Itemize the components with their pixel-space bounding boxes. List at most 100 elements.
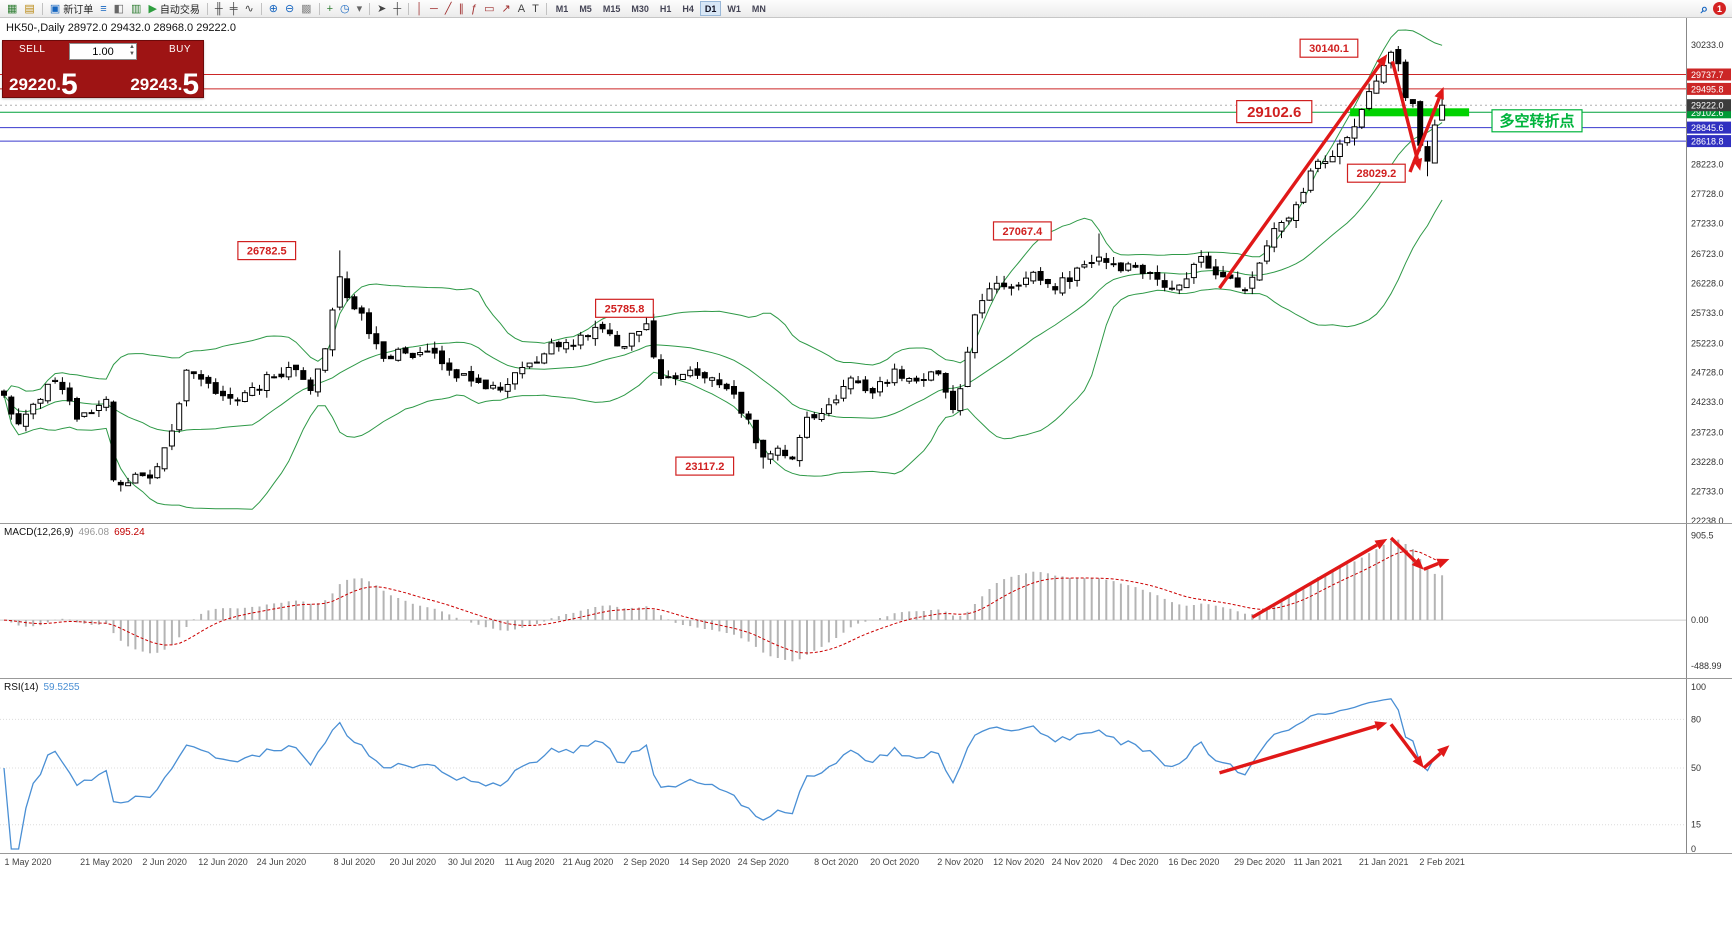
- date-label: 29 Dec 2020: [1234, 857, 1286, 867]
- new-chart-icon-glyph: ▦: [7, 2, 18, 15]
- date-label: 24 Sep 2020: [737, 857, 789, 867]
- svg-text:80: 80: [1691, 714, 1701, 724]
- candlestick-chart-icon[interactable]: ╪: [227, 1, 241, 17]
- buy-label: BUY: [168, 44, 191, 55]
- svg-text:27233.0: 27233.0: [1691, 219, 1724, 229]
- zoom-in-icon[interactable]: ⊕: [266, 1, 281, 17]
- main-price-chart[interactable]: 26782.5 25785.8 23117.2 27067.4 30140.1 28029…: [0, 18, 1732, 524]
- horizontal-line-icon[interactable]: ─: [427, 1, 441, 17]
- timeframe-h1[interactable]: H1: [659, 4, 672, 14]
- toolbar-separator: [206, 2, 208, 15]
- sell-button[interactable]: SELL 29220.5: [3, 41, 78, 101]
- rsi-value: 59.5255: [43, 682, 80, 693]
- volume-input[interactable]: 1.00 ▲ ▼: [69, 43, 137, 60]
- date-label: 20 Oct 2020: [870, 857, 920, 867]
- buy-button[interactable]: BUY 29243.5: [130, 41, 203, 100]
- date-label: 21 Aug 2020: [562, 857, 614, 867]
- market-watch-icon-glyph: ≡: [100, 2, 107, 15]
- auto-trading-glyph: ▶: [148, 2, 157, 15]
- periods-icon[interactable]: ◷: [337, 1, 353, 17]
- sell-price: 29220.5: [9, 68, 78, 101]
- arrows-icon-glyph: ↗: [501, 2, 511, 15]
- timeframe-m15[interactable]: M15: [602, 4, 621, 14]
- volume-spinner: ▲ ▼: [129, 44, 135, 58]
- new-order-button[interactable]: ▣ 新订单: [47, 1, 96, 17]
- auto-trading-button-label: 自动交易: [159, 5, 200, 16]
- search-icon[interactable]: ⌕: [1700, 0, 1708, 16]
- vertical-line-icon[interactable]: │: [413, 1, 426, 17]
- volume-up-icon[interactable]: ▲: [129, 44, 135, 50]
- toolbar-right: ⌕ 1: [1701, 1, 1728, 17]
- svg-text:24728.0: 24728.0: [1691, 368, 1724, 378]
- data-window-icon[interactable]: ◧: [111, 1, 127, 17]
- notification-badge[interactable]: 1: [1713, 2, 1726, 15]
- svg-text:多空转折点: 多空转折点: [1499, 112, 1574, 130]
- svg-text:25223.0: 25223.0: [1691, 338, 1724, 348]
- rsi-label: RSI(14) 59.5255: [4, 682, 80, 693]
- channel-icon[interactable]: ∥: [455, 1, 467, 17]
- volume-down-icon[interactable]: ▼: [129, 51, 135, 57]
- svg-text:25733.0: 25733.0: [1691, 308, 1724, 318]
- vertical-line-icon-glyph: │: [416, 2, 424, 15]
- macd-value-signal: 695.24: [114, 527, 145, 538]
- fibonacci-icon[interactable]: ƒ: [468, 1, 480, 17]
- trendline-icon[interactable]: ╱: [442, 1, 455, 17]
- date-label: 2 Sep 2020: [623, 857, 670, 867]
- sell-label: SELL: [19, 44, 46, 55]
- date-label: 8 Oct 2020: [814, 857, 859, 867]
- rsi-panel[interactable]: 100 80 50 15 0: [0, 679, 1732, 854]
- tile-windows-icon[interactable]: ▩: [298, 1, 314, 17]
- svg-text:24233.0: 24233.0: [1691, 397, 1724, 407]
- profiles-icon[interactable]: ▤: [21, 1, 37, 17]
- line-chart-icon[interactable]: ∿: [242, 1, 257, 17]
- profiles-icon-glyph: ▤: [24, 2, 35, 15]
- svg-text:22733.0: 22733.0: [1691, 487, 1724, 497]
- date-label: 11 Jan 2021: [1293, 857, 1343, 867]
- date-label: 24 Jun 2020: [256, 857, 307, 867]
- timeframe-w1[interactable]: W1: [727, 4, 741, 14]
- data-window-icon-glyph: ◧: [113, 2, 125, 15]
- svg-text:905.5: 905.5: [1691, 531, 1714, 541]
- label-icon[interactable]: T: [529, 1, 542, 17]
- templates-icon[interactable]: ▾: [354, 1, 366, 17]
- new-chart-icon[interactable]: ▦: [4, 1, 20, 17]
- date-label: 4 Dec 2020: [1112, 857, 1159, 867]
- svg-text:29222.0: 29222.0: [1691, 101, 1724, 111]
- svg-text:27728.0: 27728.0: [1691, 189, 1724, 199]
- timeframe-d1[interactable]: D1: [699, 1, 722, 16]
- timeframe-m1[interactable]: M1: [555, 4, 569, 14]
- auto-trading-button[interactable]: ▶ 自动交易: [145, 1, 202, 17]
- market-watch-icon[interactable]: ≡: [97, 1, 109, 17]
- shapes-icon[interactable]: ▭: [481, 1, 497, 17]
- one-click-trade-panel: SELL 29220.5 1.00 ▲ ▼ BUY 29243.5: [2, 40, 204, 101]
- timeframe-m30[interactable]: M30: [631, 4, 649, 14]
- text-icon[interactable]: A: [515, 1, 528, 17]
- rsi-name: RSI(14): [4, 682, 39, 693]
- date-label: 21 May 2020: [80, 857, 133, 867]
- indicators-icon[interactable]: +: [324, 1, 336, 17]
- bar-chart-icon[interactable]: ╫: [212, 1, 226, 17]
- svg-text:23228.0: 23228.0: [1691, 457, 1724, 467]
- date-label: 2 Jun 2020: [142, 857, 187, 867]
- fibonacci-icon-glyph: ƒ: [470, 2, 478, 15]
- timeframe-m5[interactable]: M5: [579, 4, 592, 14]
- macd-value-main: 496.08: [78, 527, 110, 538]
- svg-text:29495.8: 29495.8: [1691, 84, 1724, 94]
- crosshair-icon[interactable]: ┼: [390, 1, 404, 17]
- channel-icon-glyph: ∥: [458, 2, 464, 15]
- timeframe-mn[interactable]: MN: [751, 4, 766, 14]
- toolbar-separator: [260, 2, 262, 15]
- strategy-tester-icon[interactable]: ▥: [128, 1, 144, 17]
- text-icon-glyph: A: [517, 2, 526, 15]
- timeframe-h4[interactable]: H4: [682, 4, 694, 14]
- svg-text:26723.0: 26723.0: [1691, 249, 1724, 259]
- svg-text:0.00: 0.00: [1691, 615, 1709, 625]
- arrows-icon[interactable]: ↗: [499, 1, 514, 17]
- zoom-out-icon[interactable]: ⊖: [282, 1, 297, 17]
- svg-text:26228.0: 26228.0: [1691, 278, 1724, 288]
- chart-title-ohlc: HK50-,Daily 28972.0 29432.0 28968.0 2922…: [6, 22, 236, 34]
- cursor-icon[interactable]: ➤: [374, 1, 389, 17]
- macd-panel[interactable]: 905.5 0.00 -488.99: [0, 524, 1732, 679]
- candlestick-chart-icon-glyph: ╪: [229, 2, 238, 15]
